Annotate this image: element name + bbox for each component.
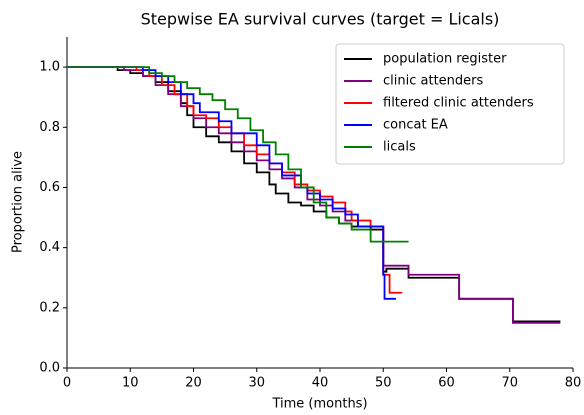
y-tick-label: 0.2 (39, 300, 60, 315)
x-tick-label: 80 (565, 376, 582, 391)
y-tick-label: 0.4 (39, 240, 60, 255)
x-axis-label: Time (months) (271, 397, 367, 412)
legend-label: population register (383, 52, 507, 67)
y-tick-label: 0.8 (39, 120, 60, 135)
y-tick-label: 1.0 (39, 60, 60, 75)
legend-label: concat EA (383, 118, 448, 133)
y-tick-label: 0.0 (39, 361, 60, 376)
legend-label: licals (383, 140, 416, 155)
legend: population register clinic attenders filte… (335, 43, 565, 165)
x-tick-label: 50 (375, 376, 392, 391)
chart-title: Stepwise EA survival curves (target = Li… (141, 10, 500, 29)
survival-curve (67, 66, 403, 294)
y-tick-label: 0.6 (39, 180, 60, 195)
y-axis-label: Proportion alive (11, 151, 26, 253)
x-tick-label: 20 (185, 376, 202, 391)
legend-label: filtered clinic attenders (383, 96, 534, 111)
x-tick-label: 60 (438, 376, 455, 391)
x-tick-label: 10 (122, 376, 139, 391)
legend-box (335, 43, 565, 165)
legend-label: clinic attenders (383, 74, 483, 89)
x-tick-label: 70 (501, 376, 518, 391)
x-tick-label: 0 (63, 376, 71, 391)
x-tick-label: 30 (248, 376, 265, 391)
survival-curve (67, 66, 409, 243)
x-tick-label: 40 (312, 376, 329, 391)
